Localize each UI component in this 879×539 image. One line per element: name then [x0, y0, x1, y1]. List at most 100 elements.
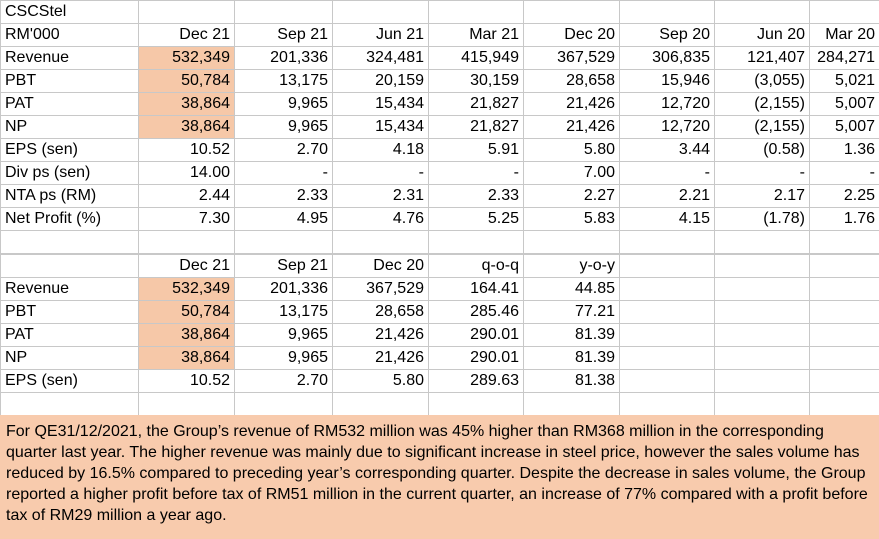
value-cell[interactable]: 13,175 [234, 69, 333, 93]
value-cell[interactable]: 21,426 [523, 115, 620, 139]
empty-cell[interactable] [714, 277, 810, 301]
value-cell[interactable]: 5.80 [523, 138, 620, 162]
row-label[interactable]: EPS (sen) [0, 369, 139, 393]
value-cell[interactable]: 10.52 [138, 369, 235, 393]
empty-cell[interactable] [809, 300, 879, 324]
value-cell[interactable]: 4.18 [332, 138, 429, 162]
empty-cell[interactable] [234, 0, 333, 24]
value-cell[interactable]: (2,155) [714, 115, 810, 139]
value-cell[interactable]: 15,434 [332, 115, 429, 139]
value-cell[interactable]: 4.15 [619, 207, 715, 231]
value-cell[interactable]: 324,481 [332, 46, 429, 70]
value-cell[interactable]: (2,155) [714, 92, 810, 116]
value-cell[interactable]: 28,658 [332, 300, 429, 324]
value-cell[interactable]: 2.17 [714, 184, 810, 208]
value-cell[interactable]: 81.39 [523, 346, 620, 370]
value-cell[interactable]: 21,426 [332, 323, 429, 347]
value-cell[interactable]: 532,349 [138, 277, 235, 301]
value-cell[interactable]: 201,336 [234, 46, 333, 70]
value-cell[interactable]: 21,426 [523, 92, 620, 116]
value-cell[interactable]: 21,827 [428, 115, 524, 139]
empty-cell[interactable] [714, 0, 810, 24]
column-header[interactable]: y-o-y [523, 254, 620, 278]
value-cell[interactable]: 2.21 [619, 184, 715, 208]
column-header[interactable]: Mar 20 [809, 23, 879, 47]
value-cell[interactable]: 2.70 [234, 369, 333, 393]
value-cell[interactable]: 284,271 [809, 46, 879, 70]
value-cell[interactable]: 50,784 [138, 69, 235, 93]
empty-cell[interactable] [0, 392, 139, 416]
value-cell[interactable]: 2.25 [809, 184, 879, 208]
value-cell[interactable]: 81.39 [523, 323, 620, 347]
value-cell[interactable]: 2.27 [523, 184, 620, 208]
empty-cell[interactable] [619, 346, 715, 370]
empty-cell[interactable] [714, 230, 810, 254]
empty-cell[interactable] [619, 300, 715, 324]
value-cell[interactable]: 77.21 [523, 300, 620, 324]
value-cell[interactable]: 9,965 [234, 323, 333, 347]
empty-cell[interactable] [619, 369, 715, 393]
row-label[interactable]: PAT [0, 323, 139, 347]
empty-cell[interactable] [714, 369, 810, 393]
value-cell[interactable]: 367,529 [332, 277, 429, 301]
empty-cell[interactable] [714, 300, 810, 324]
empty-cell[interactable] [809, 254, 879, 278]
value-cell[interactable]: 9,965 [234, 115, 333, 139]
empty-cell[interactable] [428, 230, 524, 254]
value-cell[interactable]: 2.33 [428, 184, 524, 208]
value-cell[interactable]: 12,720 [619, 115, 715, 139]
empty-cell[interactable] [138, 230, 235, 254]
column-header[interactable]: q-o-q [428, 254, 524, 278]
column-header[interactable]: Sep 21 [234, 254, 333, 278]
value-cell[interactable]: 164.41 [428, 277, 524, 301]
column-header[interactable]: Dec 21 [138, 254, 235, 278]
value-cell[interactable]: 15,434 [332, 92, 429, 116]
value-cell[interactable]: 367,529 [523, 46, 620, 70]
value-cell[interactable]: 28,658 [523, 69, 620, 93]
value-cell[interactable]: 5,007 [809, 92, 879, 116]
empty-cell[interactable] [809, 0, 879, 24]
value-cell[interactable]: 38,864 [138, 92, 235, 116]
value-cell[interactable]: 38,864 [138, 115, 235, 139]
empty-cell[interactable] [138, 0, 235, 24]
value-cell[interactable]: 290.01 [428, 346, 524, 370]
value-cell[interactable]: 5.25 [428, 207, 524, 231]
value-cell[interactable]: 306,835 [619, 46, 715, 70]
row-label[interactable]: NTA ps (RM) [0, 184, 139, 208]
value-cell[interactable]: 290.01 [428, 323, 524, 347]
empty-cell[interactable] [809, 346, 879, 370]
value-cell[interactable]: 30,159 [428, 69, 524, 93]
row-label[interactable]: Net Profit (%) [0, 207, 139, 231]
empty-cell[interactable] [234, 392, 333, 416]
value-cell[interactable]: 44.85 [523, 277, 620, 301]
value-cell[interactable]: 9,965 [234, 346, 333, 370]
value-cell[interactable]: 1.36 [809, 138, 879, 162]
value-cell[interactable]: - [234, 161, 333, 185]
value-cell[interactable]: 7.30 [138, 207, 235, 231]
unit-cell[interactable]: RM'000 [0, 23, 139, 47]
empty-cell[interactable] [809, 277, 879, 301]
value-cell[interactable]: - [332, 161, 429, 185]
empty-cell[interactable] [138, 392, 235, 416]
empty-cell[interactable] [619, 323, 715, 347]
value-cell[interactable]: 121,407 [714, 46, 810, 70]
column-header[interactable]: Sep 20 [619, 23, 715, 47]
value-cell[interactable]: 4.76 [332, 207, 429, 231]
empty-cell[interactable] [332, 0, 429, 24]
column-header[interactable]: Sep 21 [234, 23, 333, 47]
empty-cell[interactable] [714, 392, 810, 416]
value-cell[interactable]: 1.76 [809, 207, 879, 231]
column-header[interactable]: Mar 21 [428, 23, 524, 47]
value-cell[interactable]: - [714, 161, 810, 185]
value-cell[interactable]: 9,965 [234, 92, 333, 116]
value-cell[interactable]: 2.44 [138, 184, 235, 208]
value-cell[interactable]: 38,864 [138, 346, 235, 370]
row-label[interactable]: PBT [0, 300, 139, 324]
row-label[interactable]: PBT [0, 69, 139, 93]
value-cell[interactable]: 21,827 [428, 92, 524, 116]
column-header[interactable]: Jun 20 [714, 23, 810, 47]
empty-cell[interactable] [523, 392, 620, 416]
empty-cell[interactable] [332, 230, 429, 254]
empty-cell[interactable] [619, 277, 715, 301]
empty-cell[interactable] [809, 392, 879, 416]
